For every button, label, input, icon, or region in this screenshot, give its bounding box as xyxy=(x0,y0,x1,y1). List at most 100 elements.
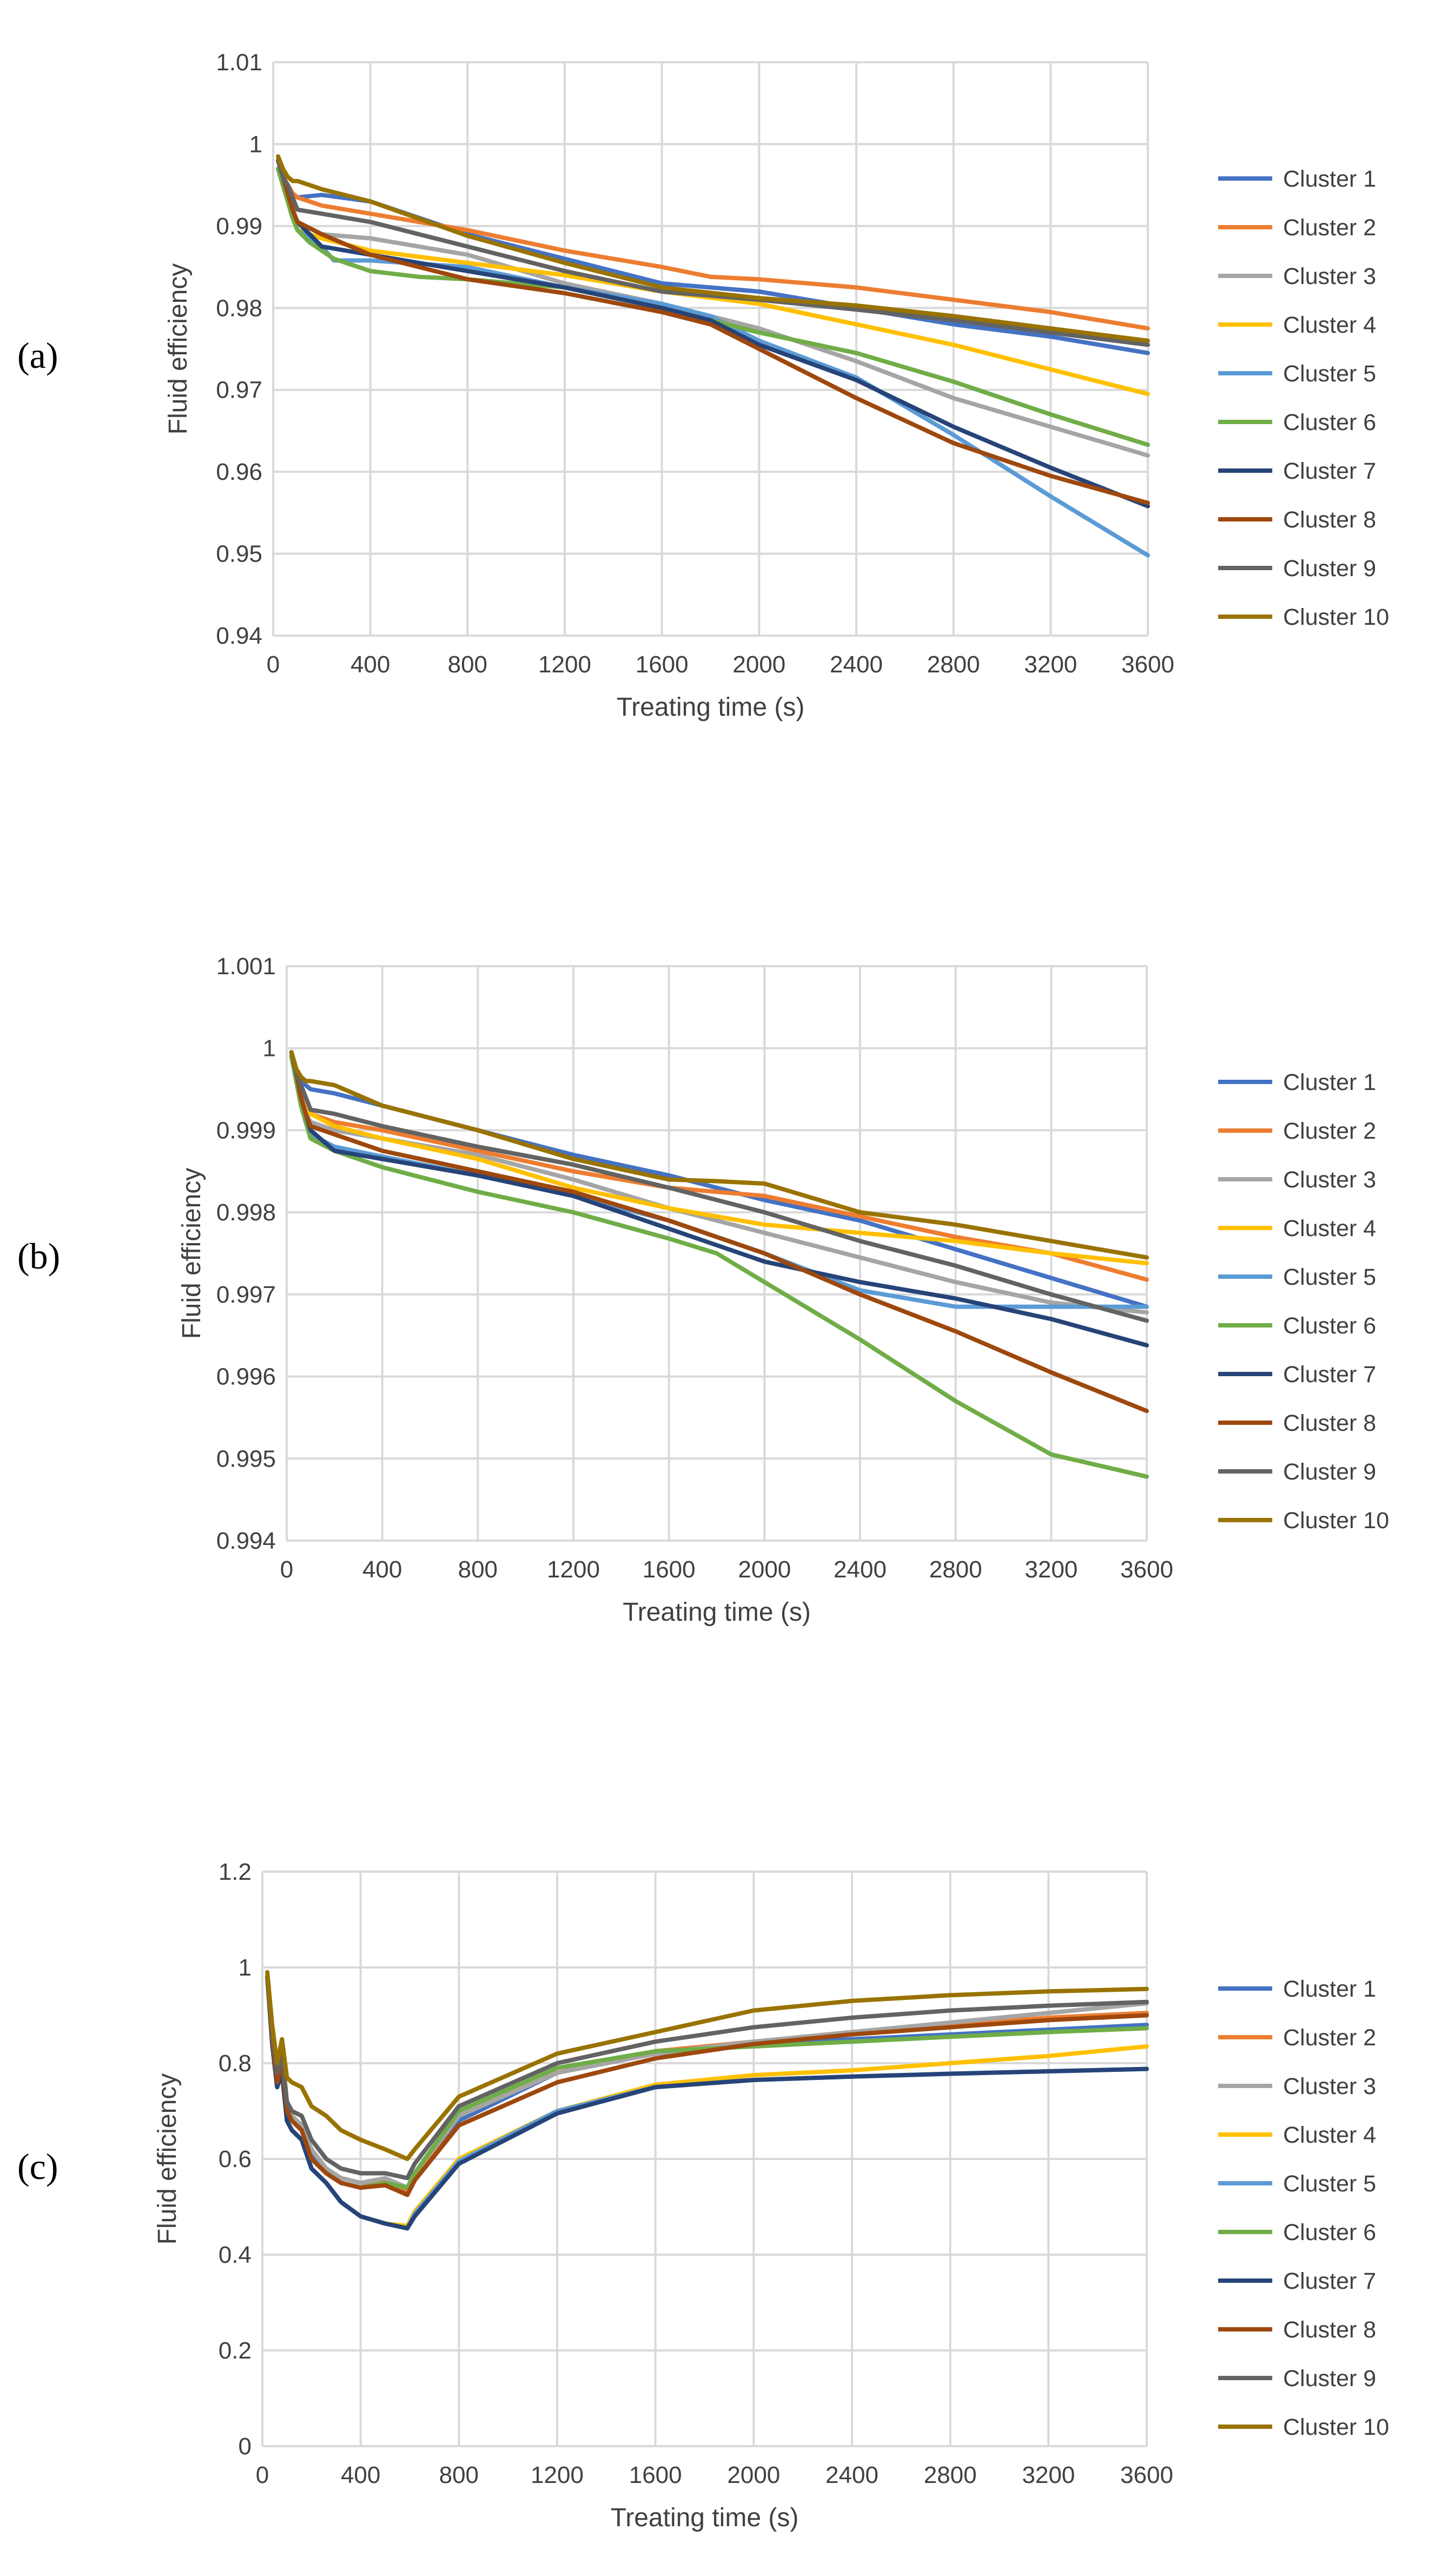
legend-label-cluster-3: Cluster 3 xyxy=(1283,2073,1376,2099)
series-line-cluster-9 xyxy=(289,1050,1149,1323)
legend-label-cluster-2: Cluster 2 xyxy=(1283,215,1376,241)
series-line-cluster-8 xyxy=(265,1974,1149,2197)
legend-label-cluster-8: Cluster 8 xyxy=(1283,507,1376,533)
x-tick-label: 800 xyxy=(439,2462,479,2488)
x-axis-title: Treating time (s) xyxy=(611,2504,799,2532)
series-line-cluster-10 xyxy=(276,154,1150,343)
chart-b-svg: (b) 0.994 0.995 0.996 0.997 0.998 0.999 1 1.001 0… xyxy=(17,953,1389,1627)
x-tick-label: 3200 xyxy=(1022,2462,1075,2488)
series-line-cluster-10 xyxy=(289,1050,1149,1260)
series-line-cluster-3 xyxy=(289,1054,1149,1315)
legend-label-cluster-7: Cluster 7 xyxy=(1283,2268,1376,2294)
legend-label-cluster-1: Cluster 1 xyxy=(1283,1976,1376,2002)
x-tick-label: 3600 xyxy=(1120,2462,1173,2488)
x-tick-label: 400 xyxy=(341,2462,380,2488)
legend-label-cluster-6: Cluster 6 xyxy=(1283,1313,1376,1339)
chart-panel-b: (b) 0.994 0.995 0.996 0.997 0.998 0.999 1 1.001 0… xyxy=(0,909,1434,1666)
x-tick-label: 2000 xyxy=(738,1556,791,1583)
legend-label-cluster-1: Cluster 1 xyxy=(1283,166,1376,192)
y-tick-label: 0.94 xyxy=(216,623,262,649)
legend-label-cluster-8: Cluster 8 xyxy=(1283,2317,1376,2343)
x-tick-label: 3200 xyxy=(1025,1556,1078,1583)
x-tick-label: 2400 xyxy=(834,1556,887,1583)
x-tick-label: 2800 xyxy=(927,651,980,678)
panel-label: (b) xyxy=(17,1236,60,1277)
y-tick-label: 0.98 xyxy=(216,295,262,321)
x-tick-label: 1200 xyxy=(531,2462,584,2488)
y-tick-label: 0 xyxy=(239,2433,252,2460)
x-tick-label: 3600 xyxy=(1120,1556,1173,1583)
x-tick-label: 0 xyxy=(256,2462,269,2488)
x-tick-label: 2400 xyxy=(830,651,883,678)
series-line-cluster-6 xyxy=(289,1054,1149,1479)
y-tick-label: 0.999 xyxy=(216,1117,276,1144)
x-tick-label: 3200 xyxy=(1024,651,1077,678)
y-tick-label: 0.4 xyxy=(219,2242,252,2268)
y-tick-label: 0.96 xyxy=(216,459,262,485)
legend-label-cluster-8: Cluster 8 xyxy=(1283,1410,1376,1436)
x-tick-label: 800 xyxy=(448,651,487,678)
gridlines xyxy=(272,61,1149,637)
y-tick-label: 0.996 xyxy=(216,1364,276,1390)
legend-label-cluster-6: Cluster 6 xyxy=(1283,2220,1376,2245)
legend-label-cluster-10: Cluster 10 xyxy=(1283,2414,1389,2440)
y-tick-label: 0.97 xyxy=(216,377,262,404)
chart-panel-a: (a) 0.94 0.95 0.96 0.97 0.98 0.99 1 1.01 0 400 800 1… xyxy=(0,0,1434,757)
y-tick-label: 1 xyxy=(239,1954,252,1981)
panel-label: (c) xyxy=(17,2146,58,2187)
legend: Cluster 1 Cluster 2 Cluster 3 Cluster 4 Clus… xyxy=(1218,1069,1389,1534)
chart-c-svg: (c) 0 0.2 0.4 0.6 0.8 1 1.2 0 400 800 1200 1600 2000 2… xyxy=(17,1859,1389,2532)
y-tick-label: 0.8 xyxy=(219,2050,252,2077)
series-line-cluster-10 xyxy=(265,1970,1149,2161)
series-lines xyxy=(276,154,1150,558)
x-tick-label: 2800 xyxy=(924,2462,977,2488)
gridlines xyxy=(261,1871,1148,2447)
series-line-cluster-8 xyxy=(276,158,1150,505)
series-line-cluster-3 xyxy=(276,166,1150,458)
x-tick-label: 2800 xyxy=(929,1556,982,1583)
x-axis-title: Treating time (s) xyxy=(617,693,805,722)
series-line-cluster-4 xyxy=(276,166,1150,397)
legend-label-cluster-1: Cluster 1 xyxy=(1283,1069,1376,1095)
legend-label-cluster-6: Cluster 6 xyxy=(1283,409,1376,435)
legend-label-cluster-9: Cluster 9 xyxy=(1283,1459,1376,1485)
x-tick-label: 1600 xyxy=(643,1556,696,1583)
y-tick-label: 0.6 xyxy=(219,2146,252,2172)
x-tick-label: 800 xyxy=(458,1556,498,1583)
y-axis-title: Fluid efficiency xyxy=(153,2073,182,2245)
x-tick-label: 1600 xyxy=(636,651,689,678)
x-tick-label: 2000 xyxy=(727,2462,780,2488)
legend-label-cluster-10: Cluster 10 xyxy=(1283,604,1389,630)
series-line-cluster-9 xyxy=(276,158,1150,347)
legend-label-cluster-3: Cluster 3 xyxy=(1283,1167,1376,1193)
y-tick-label: 1.01 xyxy=(216,49,262,76)
x-tick-label: 2000 xyxy=(732,651,785,678)
legend-label-cluster-7: Cluster 7 xyxy=(1283,1362,1376,1388)
y-tick-label: 0.995 xyxy=(216,1445,276,1472)
x-tick-label: 0 xyxy=(280,1556,293,1583)
legend-label-cluster-4: Cluster 4 xyxy=(1283,312,1376,338)
series-line-cluster-9 xyxy=(265,1974,1149,2181)
x-tick-label: 400 xyxy=(362,1556,402,1583)
x-axis-title: Treating time (s) xyxy=(623,1598,811,1627)
y-tick-label: 0.994 xyxy=(216,1528,276,1554)
x-tick-label: 1600 xyxy=(629,2462,682,2488)
legend-label-cluster-4: Cluster 4 xyxy=(1283,2122,1376,2148)
x-tick-label: 0 xyxy=(267,651,280,678)
y-tick-label: 1.2 xyxy=(219,1859,252,1885)
legend-label-cluster-10: Cluster 10 xyxy=(1283,1508,1389,1534)
legend-label-cluster-4: Cluster 4 xyxy=(1283,1216,1376,1241)
chart-a-svg: (a) 0.94 0.95 0.96 0.97 0.98 0.99 1 1.01 0 400 800 1… xyxy=(17,49,1389,722)
legend-label-cluster-7: Cluster 7 xyxy=(1283,458,1376,484)
series-line-cluster-8 xyxy=(289,1050,1149,1414)
y-tick-label: 1.001 xyxy=(216,953,276,980)
x-tick-label: 3600 xyxy=(1121,651,1174,678)
legend-label-cluster-2: Cluster 2 xyxy=(1283,2025,1376,2051)
legend: Cluster 1 Cluster 2 Cluster 3 Cluster 4 Clus… xyxy=(1218,1976,1389,2440)
legend: Cluster 1 Cluster 2 Cluster 3 Cluster 4 Clus… xyxy=(1218,166,1389,630)
legend-label-cluster-5: Cluster 5 xyxy=(1283,2171,1376,2197)
legend-label-cluster-5: Cluster 5 xyxy=(1283,361,1376,387)
series-line-cluster-6 xyxy=(276,166,1150,447)
y-tick-label: 0.95 xyxy=(216,541,262,567)
legend-label-cluster-3: Cluster 3 xyxy=(1283,263,1376,289)
